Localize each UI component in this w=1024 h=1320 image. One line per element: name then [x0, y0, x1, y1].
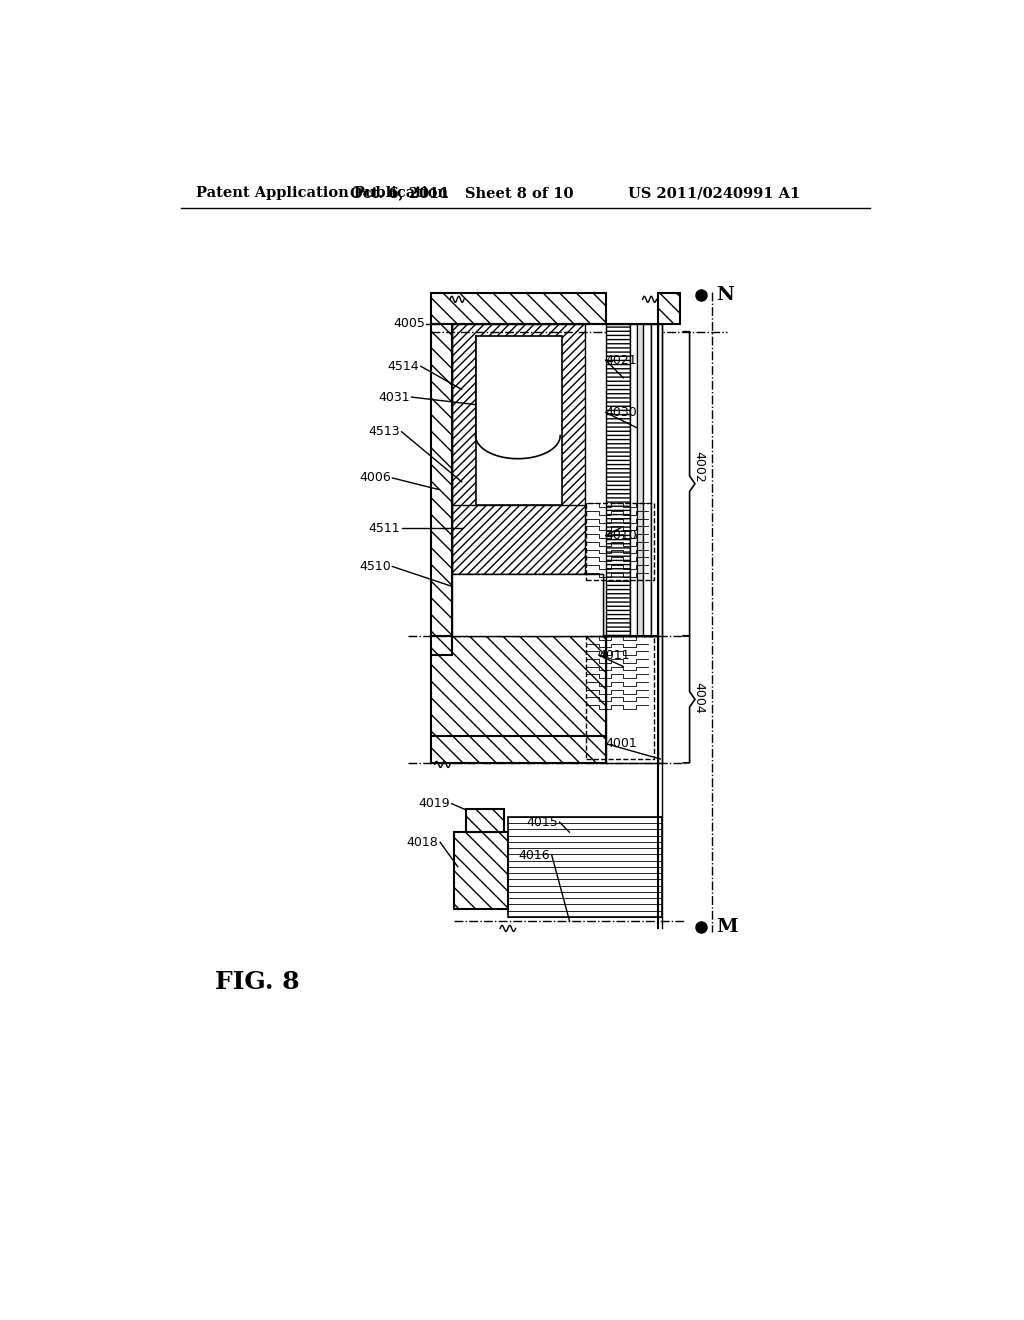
Text: 4002: 4002	[692, 450, 706, 482]
Bar	[606, 636, 658, 763]
Text: US 2011/0240991 A1: US 2011/0240991 A1	[628, 186, 801, 201]
Bar	[630, 323, 637, 636]
Bar	[606, 323, 630, 636]
Text: 4005: 4005	[393, 317, 425, 330]
Bar	[651, 323, 658, 636]
Text: 4018: 4018	[407, 836, 438, 849]
Text: Patent Application Publication: Patent Application Publication	[196, 186, 449, 201]
Bar	[431, 737, 606, 763]
Bar	[466, 809, 504, 832]
Text: 4016: 4016	[518, 849, 550, 862]
Text: FIG. 8: FIG. 8	[215, 970, 300, 994]
Text: 4510: 4510	[359, 560, 391, 573]
Text: N: N	[716, 286, 733, 305]
Text: 4030: 4030	[605, 407, 637, 418]
Bar	[453, 506, 585, 574]
Bar	[658, 323, 662, 763]
Text: 4015: 4015	[526, 816, 558, 829]
Text: 4001: 4001	[605, 737, 637, 750]
Bar	[475, 335, 562, 506]
Bar	[453, 323, 585, 516]
Text: 4004: 4004	[692, 681, 706, 713]
Text: 4514: 4514	[388, 360, 419, 372]
Bar	[431, 323, 453, 655]
Bar	[587, 503, 654, 581]
Bar	[453, 574, 603, 636]
Text: 4021: 4021	[605, 354, 637, 367]
Bar	[658, 293, 680, 323]
Bar	[431, 293, 606, 323]
Text: 4019: 4019	[419, 797, 451, 810]
Text: 4511: 4511	[369, 521, 400, 535]
Bar	[453, 574, 603, 636]
Bar	[454, 832, 508, 909]
Text: 4006: 4006	[359, 471, 391, 484]
Bar	[431, 636, 606, 763]
Bar	[587, 636, 654, 759]
Text: 4031: 4031	[379, 391, 410, 404]
Text: M: M	[716, 917, 737, 936]
Bar	[643, 323, 651, 636]
Text: 4010: 4010	[605, 529, 637, 543]
Text: 4513: 4513	[369, 425, 400, 438]
Bar	[637, 323, 643, 636]
Bar	[508, 817, 662, 917]
Text: Oct. 6, 2011   Sheet 8 of 10: Oct. 6, 2011 Sheet 8 of 10	[350, 186, 573, 201]
Text: 4011: 4011	[599, 648, 631, 661]
